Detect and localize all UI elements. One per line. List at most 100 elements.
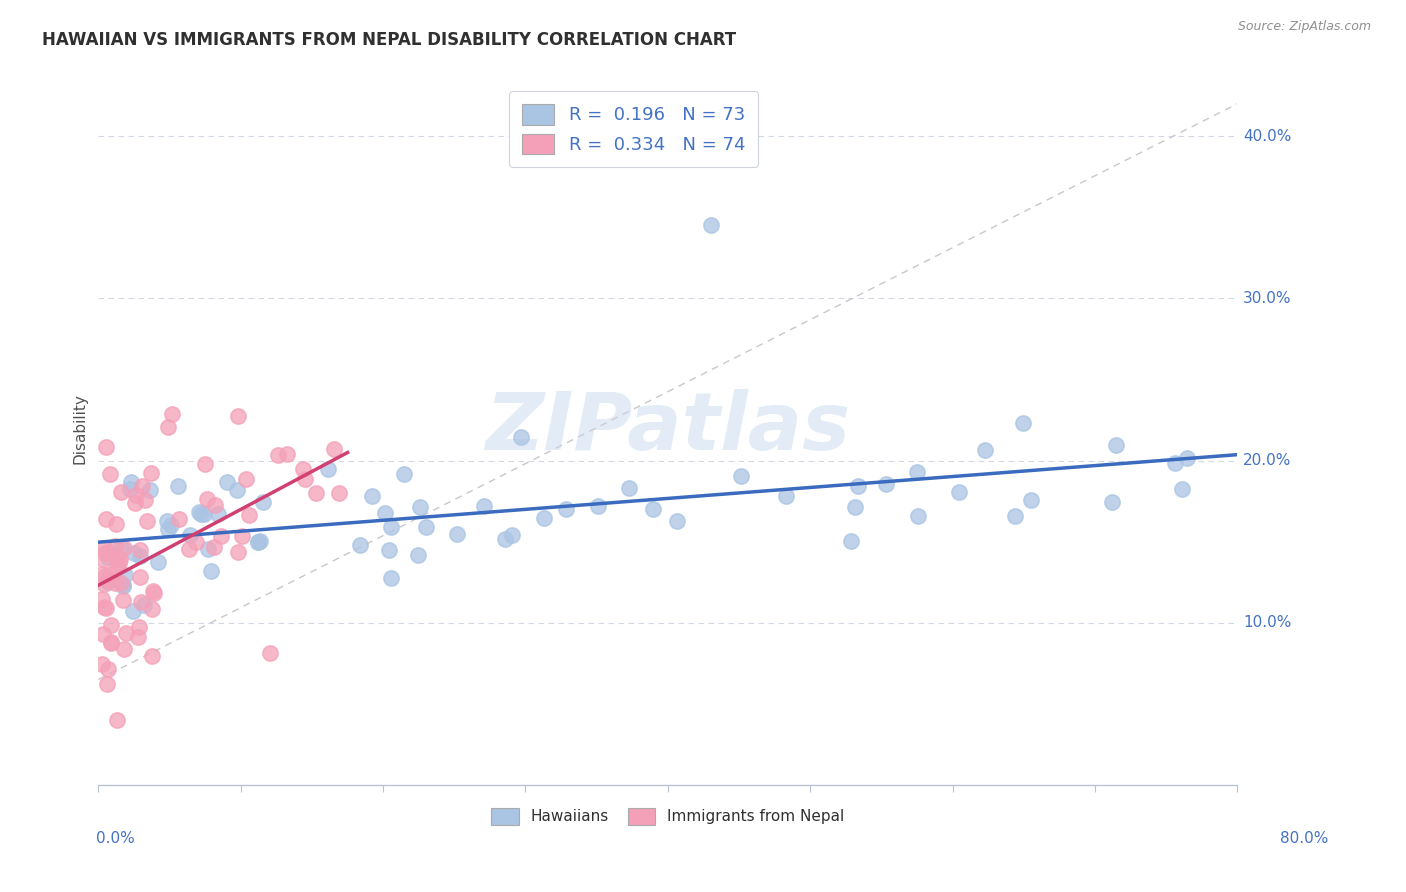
Point: [112, 541, 135, 555]
Point: [195, 492, 218, 507]
Point: [1011, 417, 1033, 431]
Point: [148, 555, 170, 569]
Point: [179, 528, 201, 542]
Point: [111, 592, 134, 607]
Point: [276, 447, 298, 461]
Point: [226, 409, 249, 424]
Point: [127, 630, 149, 644]
Point: [157, 420, 180, 434]
Point: [108, 552, 131, 566]
Point: [474, 500, 496, 514]
Point: [775, 489, 797, 503]
Point: [322, 442, 344, 456]
Point: [169, 512, 191, 526]
Point: [408, 500, 430, 514]
Point: [846, 478, 869, 492]
Point: [394, 467, 416, 482]
Point: [97, 573, 120, 587]
Point: [215, 475, 238, 489]
Point: [128, 543, 150, 558]
Point: [91, 657, 114, 672]
Point: [305, 486, 328, 500]
Text: 40.0%: 40.0%: [1243, 128, 1291, 144]
Point: [586, 500, 609, 514]
Point: [238, 508, 260, 522]
Point: [259, 646, 281, 660]
Point: [120, 475, 142, 490]
Point: [231, 528, 253, 542]
Point: [186, 535, 208, 549]
Point: [91, 552, 114, 566]
Point: [266, 448, 288, 462]
Point: [118, 483, 141, 497]
Point: [839, 533, 862, 548]
Point: [844, 500, 866, 514]
Point: [207, 507, 229, 521]
Point: [948, 485, 970, 500]
Point: [91, 566, 114, 581]
Point: [100, 636, 122, 650]
Point: [143, 586, 166, 600]
Point: [96, 677, 118, 691]
Point: [129, 595, 152, 609]
Text: HAWAIIAN VS IMMIGRANTS FROM NEPAL DISABILITY CORRELATION CHART: HAWAIIAN VS IMMIGRANTS FROM NEPAL DISABI…: [42, 31, 737, 49]
Point: [100, 635, 122, 649]
Point: [875, 477, 897, 491]
Point: [328, 486, 350, 500]
Point: [105, 713, 128, 727]
Point: [974, 443, 997, 458]
Point: [1105, 438, 1128, 452]
Point: [94, 546, 117, 560]
Point: [114, 568, 136, 582]
Point: [139, 466, 162, 480]
Point: [1170, 483, 1192, 497]
Point: [135, 514, 157, 528]
Point: [160, 408, 183, 422]
Point: [96, 440, 118, 454]
Legend: Hawaiians, Immigrants from Nepal: Hawaiians, Immigrants from Nepal: [482, 798, 853, 834]
Point: [167, 479, 190, 493]
Y-axis label: Disability: Disability: [72, 392, 87, 464]
Point: [93, 577, 115, 591]
Point: [131, 479, 153, 493]
Point: [200, 564, 222, 578]
Point: [361, 489, 384, 503]
Point: [665, 514, 688, 528]
Point: [446, 527, 468, 541]
Text: Source: ZipAtlas.com: Source: ZipAtlas.com: [1237, 20, 1371, 33]
Point: [110, 540, 132, 554]
Point: [124, 496, 146, 510]
Point: [318, 462, 340, 476]
Point: [105, 560, 128, 574]
Point: [107, 552, 129, 566]
Point: [509, 430, 531, 444]
Point: [1164, 456, 1187, 470]
Point: [115, 626, 138, 640]
Point: [1019, 493, 1042, 508]
Point: [193, 507, 215, 521]
Point: [177, 542, 200, 557]
Point: [125, 488, 148, 502]
Point: [104, 539, 127, 553]
Point: [129, 549, 152, 563]
Point: [112, 641, 135, 656]
Point: [380, 519, 402, 533]
Point: [91, 627, 114, 641]
Point: [202, 540, 225, 554]
Point: [378, 543, 401, 558]
Point: [100, 617, 122, 632]
Point: [252, 495, 274, 509]
Point: [643, 501, 665, 516]
Point: [907, 508, 929, 523]
Point: [699, 219, 721, 233]
Point: [226, 545, 249, 559]
Point: [96, 545, 118, 559]
Point: [380, 571, 402, 585]
Point: [104, 548, 127, 562]
Point: [97, 574, 120, 589]
Point: [105, 516, 128, 531]
Point: [98, 567, 121, 582]
Point: [96, 600, 118, 615]
Point: [141, 602, 163, 616]
Point: [188, 505, 211, 519]
